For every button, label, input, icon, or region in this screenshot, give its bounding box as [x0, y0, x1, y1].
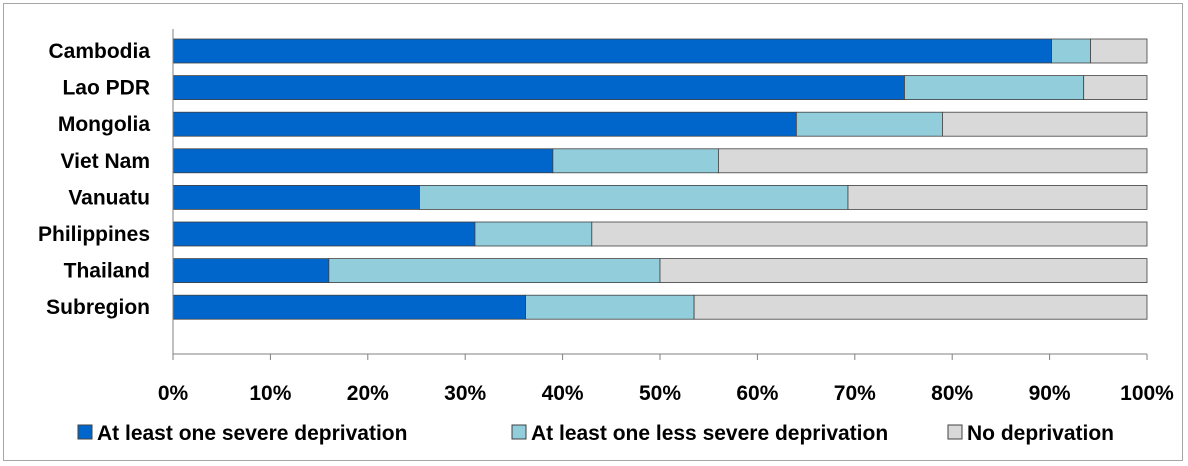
x-tick-label: 90% — [1029, 382, 1071, 405]
bar-segment — [172, 148, 554, 174]
bar-segment — [904, 75, 1085, 100]
legend-label: At least one severe deprivation — [97, 422, 407, 445]
legend-label: No deprivation — [967, 422, 1114, 445]
bar-segment — [328, 258, 661, 284]
bar-segment — [525, 294, 695, 320]
bar-segment — [419, 184, 849, 210]
category-label: Philippines — [38, 223, 150, 246]
bar-segment — [1083, 75, 1148, 100]
x-tick-label: 20% — [347, 382, 389, 405]
x-tick-label: 50% — [639, 382, 681, 405]
bar-segment — [172, 75, 905, 100]
x-tick-label: 100% — [1120, 382, 1174, 405]
category-label: Viet Nam — [61, 150, 151, 173]
bar-segment — [718, 148, 1148, 174]
bar-segment — [474, 221, 593, 247]
bar-segment — [172, 111, 797, 137]
bar-segment — [1051, 38, 1091, 64]
bar-segment — [172, 294, 526, 320]
bar-segment — [659, 258, 1148, 284]
category-label: Lao PDR — [62, 77, 150, 100]
bar-segment — [847, 184, 1148, 210]
x-tick-label: 0% — [158, 382, 189, 405]
category-label: Vanuatu — [68, 186, 150, 209]
bar-segment — [172, 221, 476, 247]
bar-segment — [172, 184, 420, 210]
category-label: Mongolia — [58, 113, 150, 136]
x-tick-label: 30% — [444, 382, 486, 405]
bar-segment — [795, 111, 943, 137]
bar-segment — [693, 294, 1148, 320]
bar-segment — [942, 111, 1148, 137]
category-labels: Cambodia Lao PDR Mongolia Viet Nam Vanuatu Ph… — [38, 40, 150, 319]
bar-segment — [591, 221, 1148, 247]
bar-segment — [172, 38, 1052, 64]
legend-swatch — [947, 424, 963, 440]
bar-segment — [1090, 38, 1148, 64]
x-tick-label: 80% — [931, 382, 973, 405]
bar-segment — [172, 258, 330, 284]
plot-area — [172, 38, 1148, 320]
legend-swatch — [511, 424, 527, 440]
x-tick-label: 40% — [542, 382, 584, 405]
category-label: Thailand — [64, 260, 150, 283]
legend-label: At least one less severe deprivation — [531, 422, 888, 445]
category-label: Cambodia — [48, 40, 150, 63]
legend: At least one severe deprivation At least … — [77, 422, 1114, 445]
x-axis: 0% 10% 20% 30% 40% 50% 60% 70% 80% 90% 100% — [158, 29, 1174, 405]
x-tick-label: 70% — [834, 382, 876, 405]
x-tick-label: 60% — [736, 382, 778, 405]
legend-swatch — [77, 424, 93, 440]
bar-segment — [552, 148, 719, 174]
category-label: Subregion — [46, 296, 150, 319]
x-tick-label: 10% — [249, 382, 291, 405]
